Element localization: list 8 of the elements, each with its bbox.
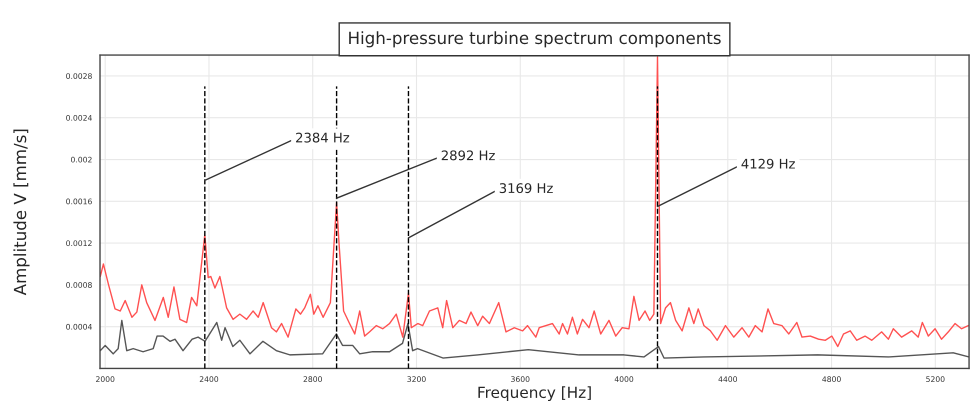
chart-title: High-pressure turbine spectrum components (349, 31, 721, 48)
annotation: 4129 Hz (741, 158, 795, 169)
annotation: 2892 Hz (442, 150, 495, 160)
line-series (100, 320, 970, 359)
x-axis-title: Frequency [Hz] (478, 386, 591, 402)
annotation: 3169 Hz (500, 183, 553, 194)
annotation: 2384 Hz (296, 132, 350, 143)
y-axis-title: Amplitude V [mm/s] (13, 130, 30, 296)
